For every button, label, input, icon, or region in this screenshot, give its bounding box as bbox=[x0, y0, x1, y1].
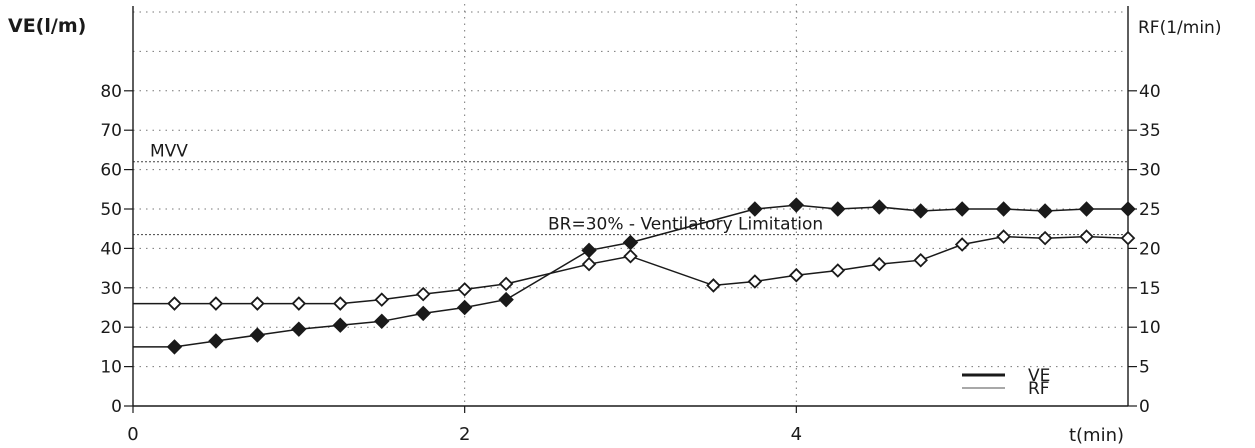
data-point-ve bbox=[208, 333, 224, 349]
axes: 0 10 20 30 40 50 60 70 80 0 5 10 15 20 25 30 35 40 0 2 4 VE(l… bbox=[8, 6, 1221, 446]
y-right-tick-label: 15 bbox=[1139, 279, 1161, 299]
data-point-rf bbox=[996, 229, 1011, 244]
y-left-tick-label: 10 bbox=[100, 358, 122, 378]
data-point-ve bbox=[291, 321, 307, 337]
data-point-ve bbox=[954, 201, 970, 217]
data-point-ve bbox=[374, 313, 390, 329]
data-point-ve bbox=[581, 242, 597, 259]
y-right-tick-label: 5 bbox=[1139, 358, 1150, 378]
data-point-ve bbox=[622, 234, 639, 251]
x-axis-label: t(min) bbox=[1069, 425, 1124, 446]
data-point-ve bbox=[415, 305, 431, 322]
legend-label-rf: RF bbox=[1028, 379, 1050, 399]
data-point-rf bbox=[415, 286, 431, 302]
grid bbox=[133, 4, 1128, 406]
x-tick-label: 2 bbox=[459, 424, 470, 445]
data-point-rf bbox=[1120, 230, 1136, 246]
data-point-rf bbox=[1079, 229, 1094, 244]
reference-line-label: BR=30% - Ventilatory Limitation bbox=[548, 215, 823, 235]
data-point-ve bbox=[498, 291, 514, 308]
data-point-ve bbox=[747, 201, 763, 217]
data-point-rf bbox=[208, 296, 224, 311]
reference-lines: MVV BR=30% - Ventilatory Limitation bbox=[133, 142, 1128, 236]
data-point-rf bbox=[498, 276, 514, 292]
data-point-rf bbox=[913, 252, 928, 268]
y-left-tick-label: 30 bbox=[100, 279, 122, 299]
y-right-tick-label: 40 bbox=[1139, 82, 1161, 102]
data-point-rf bbox=[374, 292, 390, 307]
data-point-rf bbox=[333, 296, 348, 311]
data-point-ve bbox=[913, 203, 929, 219]
right-axis-label: RF(1/min) bbox=[1138, 18, 1221, 38]
data-point-ve bbox=[1120, 201, 1136, 217]
data-point-ve bbox=[332, 317, 348, 333]
x-tick-label: 0 bbox=[127, 424, 138, 445]
data-point-ve bbox=[456, 299, 473, 316]
data-point-rf bbox=[789, 267, 804, 283]
y-left-tick-label: 60 bbox=[100, 161, 122, 181]
y-right-tick-label: 0 bbox=[1139, 397, 1150, 417]
data-point-ve bbox=[830, 201, 846, 217]
data-point-rf bbox=[830, 263, 846, 278]
series bbox=[133, 197, 1136, 355]
data-point-rf bbox=[954, 237, 970, 252]
y-left-tick-label: 70 bbox=[100, 121, 122, 141]
series-line-ve bbox=[133, 204, 1128, 348]
y-left-tick-label: 0 bbox=[111, 397, 122, 417]
data-point-ve bbox=[1037, 203, 1053, 219]
data-point-rf bbox=[291, 296, 307, 311]
data-point-ve bbox=[249, 327, 266, 343]
data-point-ve bbox=[1078, 201, 1095, 217]
reference-line-label: MVV bbox=[150, 142, 188, 162]
y-left-tick-label: 80 bbox=[100, 82, 122, 102]
data-point-rf bbox=[167, 296, 182, 311]
y-left-tick-label: 40 bbox=[100, 239, 122, 259]
data-point-rf bbox=[747, 274, 763, 289]
legend-label-ve: VE bbox=[1028, 366, 1050, 386]
y-right-tick-label: 25 bbox=[1139, 200, 1161, 220]
y-right-tick-label: 10 bbox=[1139, 318, 1161, 338]
y-left-tick-label: 50 bbox=[100, 200, 122, 220]
data-point-ve bbox=[166, 339, 183, 355]
y-right-tick-label: 35 bbox=[1139, 121, 1161, 141]
x-tick-label: 4 bbox=[791, 424, 802, 445]
data-point-rf bbox=[871, 256, 887, 272]
y-right-tick-label: 20 bbox=[1139, 239, 1161, 259]
data-point-rf bbox=[250, 296, 265, 311]
data-point-rf bbox=[1037, 230, 1053, 246]
data-point-rf bbox=[581, 256, 597, 272]
y-left-tick-label: 20 bbox=[100, 318, 122, 338]
y-right-tick-label: 30 bbox=[1139, 161, 1161, 181]
data-point-rf bbox=[457, 282, 472, 297]
left-axis-label: VE(l/m) bbox=[8, 15, 86, 37]
data-point-rf bbox=[623, 249, 638, 264]
data-point-ve bbox=[788, 197, 805, 213]
data-point-ve bbox=[995, 201, 1012, 217]
data-point-ve bbox=[871, 199, 887, 215]
data-point-rf bbox=[706, 278, 721, 293]
